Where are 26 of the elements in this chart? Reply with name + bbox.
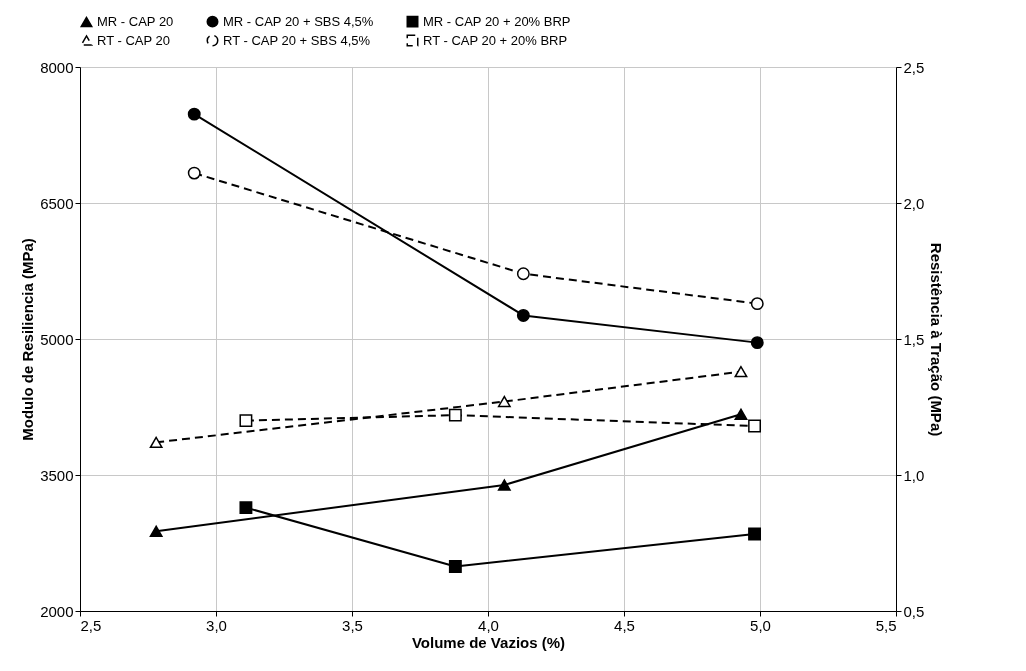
y2-tick-label: 1,5 <box>903 330 925 348</box>
x-tick-label: 4,0 <box>478 616 499 634</box>
legend-label: RT - CAP 20 + SBS 4,5% <box>223 32 371 48</box>
x-tick-label: 3,5 <box>342 616 363 634</box>
x-tick-label: 4,5 <box>614 616 635 634</box>
y2-tick-label: 0,5 <box>903 602 925 620</box>
x-tick-label: 3,0 <box>206 616 227 634</box>
y2-tick-label: 1,0 <box>903 466 925 484</box>
x-tick-label: 5,5 <box>875 616 897 634</box>
legend-label: RT - CAP 20 + 20% BRP <box>423 32 568 48</box>
y-axis-title: Modulo de Resiliencia (MPa) <box>19 238 37 441</box>
y-tick-label: 3500 <box>40 466 74 484</box>
y2-tick-label: 2,5 <box>903 58 925 76</box>
y-tick-label: 8000 <box>40 58 74 76</box>
x-tick-label: 5,0 <box>750 616 771 634</box>
y-tick-label: 6500 <box>40 194 74 212</box>
legend-label: MR - CAP 20 + SBS 4,5% <box>223 13 374 29</box>
legend-label: MR - CAP 20 <box>97 13 174 29</box>
y2-axis-title: Resistência à Tração (MPa) <box>928 242 946 437</box>
legend-label: RT - CAP 20 <box>97 32 170 48</box>
x-tick-label: 2,5 <box>80 616 102 634</box>
y-tick-label: 5000 <box>40 330 74 348</box>
y-tick-label: 2000 <box>40 602 74 620</box>
x-axis-title: Volume de Vazios (%) <box>411 633 566 651</box>
legend-label: MR - CAP 20 + 20% BRP <box>423 13 571 29</box>
y2-tick-label: 2,0 <box>903 194 925 212</box>
